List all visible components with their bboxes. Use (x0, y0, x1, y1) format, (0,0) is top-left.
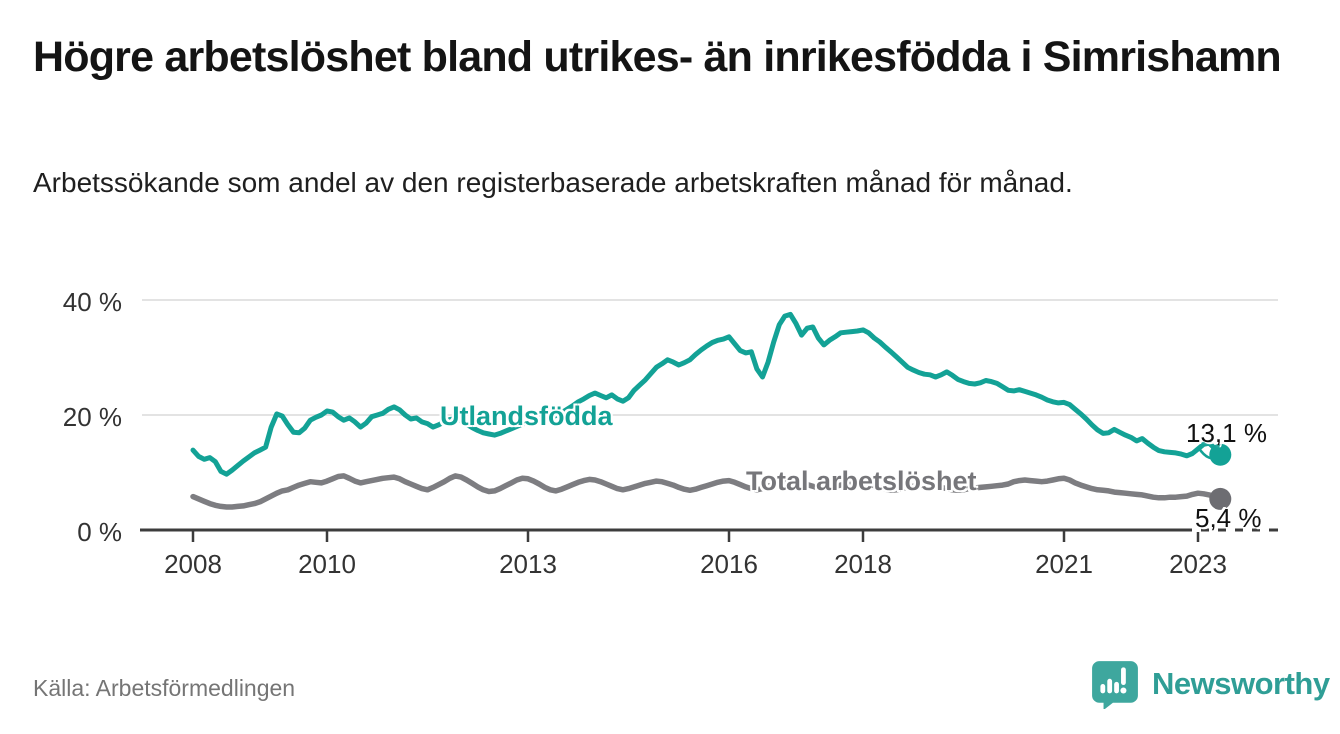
source-text: Källa: Arbetsförmedlingen (33, 675, 296, 701)
newsworthy-logo-icon (1092, 661, 1138, 709)
series-label-utlandsfodda: Utlandsfödda (440, 401, 613, 431)
series-label-total: Total arbetslöshet (746, 466, 977, 496)
series-total-end-dot (1209, 487, 1232, 510)
end-value-label-total: 5,4 % (1195, 503, 1262, 533)
chart-subtitle: Arbetssökande som andel av den registerb… (33, 167, 1073, 198)
series-utlandsfodda-line (190, 311, 1223, 477)
y-axis-label-20: 20 % (62, 402, 122, 432)
y-axis-label-0: 0 % (77, 517, 122, 547)
x-axis-ticks (191, 531, 1200, 542)
x-axis-label-2023: 2023 (1169, 549, 1227, 579)
gridlines (142, 299, 1278, 416)
x-axis-label-2018: 2018 (834, 549, 892, 579)
x-axis-label-2016: 2016 (700, 549, 758, 579)
newsworthy-logo-text: Newsworthy (1152, 666, 1330, 701)
end-value-label-utlandsfodda: 13,1 % (1186, 418, 1267, 448)
x-axis-label-2013: 2013 (499, 549, 557, 579)
y-axis-label-40: 40 % (62, 287, 122, 317)
series-total-line (190, 473, 1224, 510)
x-axis-label-2008: 2008 (164, 549, 222, 579)
chart-title: Högre arbetslöshet bland utrikes- än inr… (33, 33, 1282, 81)
x-axis-label-2021: 2021 (1035, 549, 1093, 579)
x-axis-label-2010: 2010 (298, 549, 356, 579)
newsworthy-brand: Newsworthy (1090, 658, 1330, 710)
series-utlandsfodda-end-dot (1209, 443, 1232, 466)
